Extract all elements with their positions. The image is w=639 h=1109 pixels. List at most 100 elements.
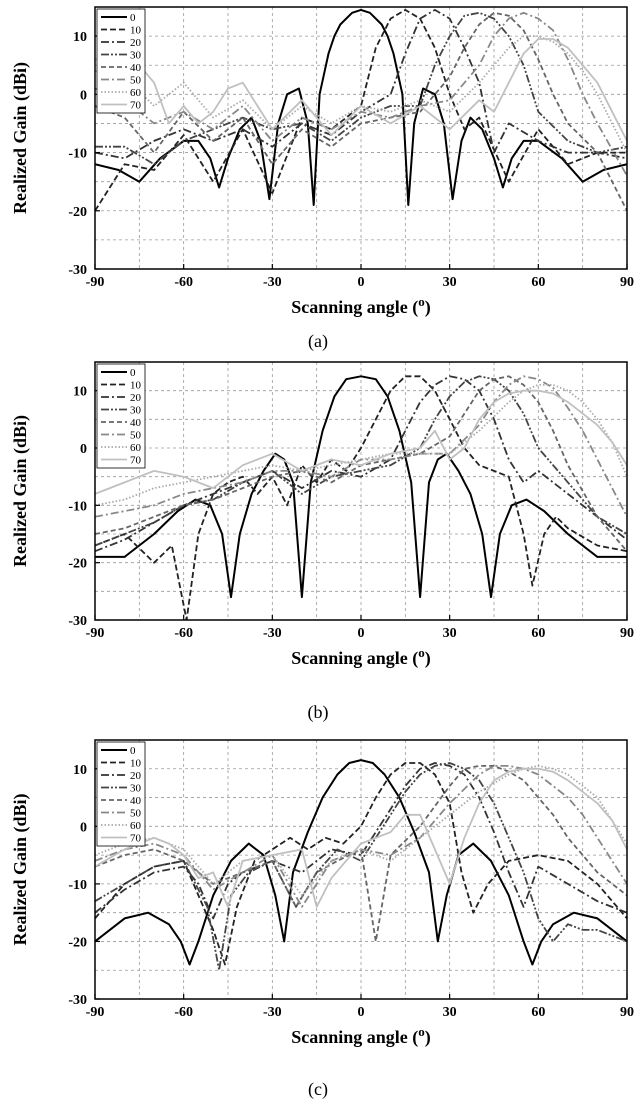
- y-tick-label: 0: [80, 442, 87, 457]
- series-line-20: [95, 375, 627, 553]
- x-tick-label: -30: [263, 275, 282, 290]
- x-tick-label: -90: [86, 275, 105, 290]
- legend-label-20: 20: [130, 770, 142, 782]
- series-group: [95, 759, 627, 972]
- series-line-0: [95, 375, 627, 599]
- legend-label-70: 70: [130, 100, 142, 112]
- x-tick-label: 90: [620, 626, 634, 641]
- x-tick-label: -30: [263, 1005, 282, 1020]
- x-tick-label: -30: [263, 626, 282, 641]
- x-axis-label-superscript: o: [418, 645, 425, 660]
- y-tick-label: 0: [80, 88, 87, 103]
- legend-label-20: 20: [130, 392, 142, 404]
- x-tick-label: -60: [174, 626, 193, 641]
- y-tick-label: -20: [68, 935, 87, 950]
- series-group: [95, 8, 627, 212]
- y-tick-label: -20: [68, 205, 87, 220]
- legend-box: [96, 741, 146, 847]
- x-tick-label: -60: [174, 1005, 193, 1020]
- x-axis-label: Scanning angle (o): [291, 1024, 431, 1048]
- legend-box: [96, 8, 146, 114]
- legend-label-30: 30: [130, 50, 142, 62]
- series-group: [95, 375, 627, 620]
- x-tick-label: 90: [620, 1005, 634, 1020]
- x-tick-label: 60: [531, 275, 545, 290]
- y-axis-label: Realized Gain (dBi): [10, 62, 31, 214]
- y-tick-label: 10: [73, 385, 87, 400]
- series-line-70: [95, 38, 627, 142]
- x-axis-label-superscript: o: [418, 1024, 425, 1039]
- x-tick-label: 90: [620, 275, 634, 290]
- y-tick-label: -10: [68, 147, 87, 162]
- legend-label-20: 20: [130, 37, 142, 49]
- series-line-40: [95, 375, 627, 552]
- legend-label-60: 60: [130, 442, 142, 454]
- x-tick-label: -90: [86, 1005, 105, 1020]
- series-line-20: [95, 762, 627, 920]
- x-tick-label: 30: [443, 626, 457, 641]
- x-tick-label: 60: [531, 1005, 545, 1020]
- legend-label-60: 60: [130, 820, 142, 832]
- y-axis-label: Realized Gain (dBi): [10, 415, 31, 567]
- legend-label-0: 0: [130, 745, 136, 757]
- legend-label-0: 0: [130, 12, 136, 24]
- panel-caption: (c): [308, 1079, 328, 1100]
- y-tick-label: 0: [80, 820, 87, 835]
- x-tick-label: 60: [531, 626, 545, 641]
- legend-label-40: 40: [130, 417, 142, 429]
- x-axis-label-text: Scanning angle (: [291, 1027, 418, 1048]
- y-tick-label: -10: [68, 878, 87, 893]
- legend-label-10: 10: [130, 25, 142, 37]
- x-axis-label-text: Scanning angle (: [291, 297, 418, 318]
- x-tick-label: 0: [358, 275, 365, 290]
- series-line-30: [95, 375, 627, 547]
- legend-label-10: 10: [130, 380, 142, 392]
- series-line-30: [95, 762, 627, 972]
- x-axis-label-superscript: o: [418, 294, 425, 309]
- series-line-70: [95, 767, 627, 908]
- y-tick-label: -30: [68, 263, 87, 278]
- series-line-50: [95, 765, 627, 908]
- grid-lines: [95, 7, 627, 269]
- legend-label-40: 40: [130, 62, 142, 74]
- series-line-0: [95, 759, 627, 966]
- x-axis-label-close: ): [425, 297, 431, 318]
- x-axis-label-close: ): [425, 648, 431, 669]
- series-line-60: [95, 765, 627, 897]
- legend-label-30: 30: [130, 405, 142, 417]
- x-tick-label: -60: [174, 275, 193, 290]
- x-tick-label: 30: [443, 1005, 457, 1020]
- x-axis-label-text: Scanning angle (: [291, 648, 418, 669]
- x-tick-label: 30: [443, 275, 457, 290]
- x-axis-label: Scanning angle (o): [291, 645, 431, 669]
- x-tick-label: 0: [358, 626, 365, 641]
- y-tick-label: -30: [68, 614, 87, 629]
- y-tick-label: -20: [68, 557, 87, 572]
- series-line-0: [95, 8, 627, 206]
- series-line-40: [95, 11, 627, 212]
- x-tick-label: 0: [358, 1005, 365, 1020]
- legend-label-50: 50: [130, 430, 142, 442]
- series-line-10: [95, 9, 627, 212]
- series-line-60: [95, 384, 627, 507]
- x-tick-label: -90: [86, 626, 105, 641]
- y-tick-label: -30: [68, 993, 87, 1008]
- legend-label-50: 50: [130, 75, 142, 87]
- legend-box: [96, 363, 146, 469]
- x-axis-label-close: ): [425, 1027, 431, 1048]
- legend-label-0: 0: [130, 367, 136, 379]
- legend-label-70: 70: [130, 833, 142, 845]
- series-line-70: [95, 389, 627, 495]
- legend-label-30: 30: [130, 783, 142, 795]
- series-line-50: [95, 375, 627, 518]
- legend-label-10: 10: [130, 758, 142, 770]
- legend-label-50: 50: [130, 808, 142, 820]
- legend-label-60: 60: [130, 87, 142, 99]
